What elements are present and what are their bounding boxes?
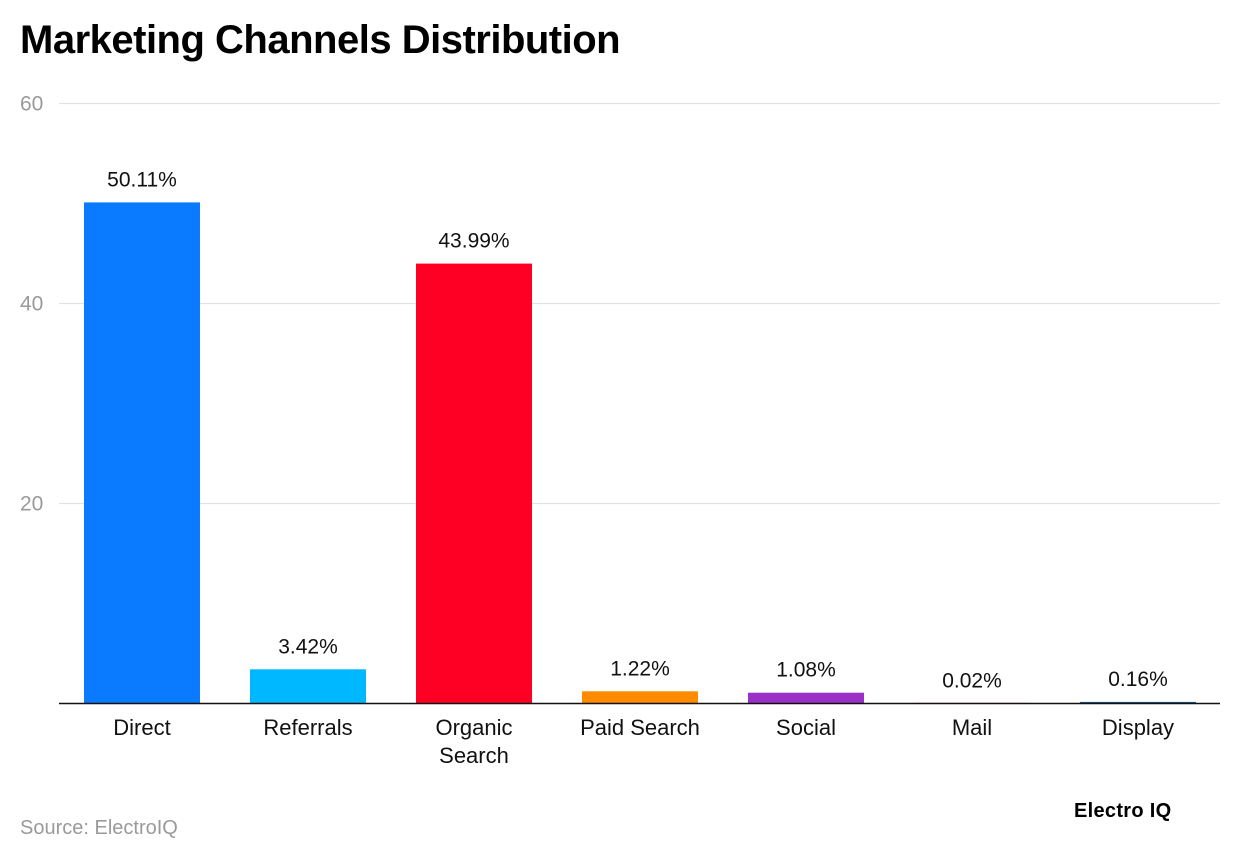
y-axis-ticks: 20 40 60 [20, 93, 43, 516]
bars [84, 202, 1196, 704]
x-tick-label: Social [776, 715, 836, 740]
brand-logo: Electro IQ [1074, 800, 1172, 822]
bar-value-label: 3.42% [278, 635, 338, 658]
x-tick-label: Display [1102, 715, 1174, 740]
y-tick-label: 60 [20, 93, 43, 116]
bar-value-label: 50.11% [107, 168, 177, 191]
bar-value-label: 1.22% [610, 657, 670, 680]
y-tick-label: 20 [20, 493, 43, 516]
x-axis-ticks: Direct Referrals Organic Search Paid Search S… [113, 715, 1174, 768]
bar-value-labels: 50.11% 3.42% 43.99% 1.22% 1.08% 0.02% 0.16% [107, 168, 1168, 692]
x-tick-label: Organic Search [435, 715, 512, 768]
bar-organic-search [416, 263, 532, 704]
bar-value-label: 43.99% [438, 230, 509, 253]
source-note: Source: ElectroIQ [20, 817, 178, 839]
x-tick-label: Referrals [263, 715, 352, 740]
bar-value-label: 0.02% [942, 669, 1002, 692]
chart-title: Marketing Channels Distribution [20, 18, 621, 62]
bar-value-label: 0.16% [1108, 668, 1168, 691]
x-tick-label: Mail [952, 715, 992, 740]
bar-display [1080, 701, 1196, 704]
gridlines [59, 102, 1220, 505]
x-tick-label: Direct [113, 715, 170, 740]
x-tick-label: Paid Search [580, 715, 700, 740]
bar-social [748, 692, 864, 704]
y-tick-label: 40 [20, 293, 43, 316]
bar-referrals [250, 669, 366, 704]
bar-value-label: 1.08% [776, 659, 836, 682]
bar-paid-search [582, 691, 698, 704]
bar-direct [84, 202, 200, 704]
